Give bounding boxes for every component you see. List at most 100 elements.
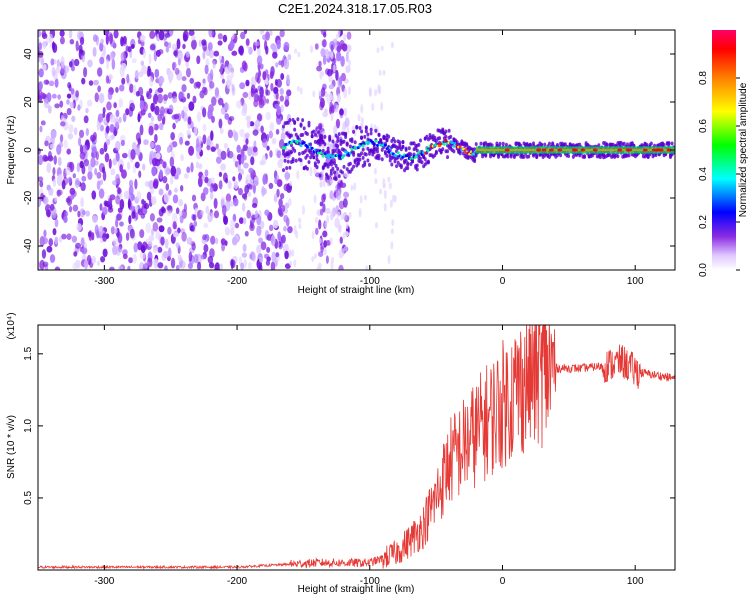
spectrogram-cell bbox=[239, 82, 246, 90]
spectrogram-cell bbox=[120, 62, 127, 71]
spectrogram-cell bbox=[345, 142, 349, 147]
spectrogram-cell bbox=[92, 215, 98, 224]
spectrogram-cell bbox=[130, 44, 135, 50]
spectrogram-cell bbox=[242, 243, 247, 253]
spectrogram-cell bbox=[383, 203, 387, 212]
spectrogram-cell bbox=[243, 192, 248, 201]
spectrogram-cell bbox=[127, 198, 131, 209]
spectrogram-cell bbox=[592, 148, 598, 152]
spectrogram-cell bbox=[195, 137, 200, 148]
spectrogram-cell bbox=[46, 92, 52, 103]
spectrogram-cell bbox=[313, 194, 317, 204]
spectrogram-cell bbox=[654, 148, 660, 152]
spectrogram-cell bbox=[345, 223, 349, 229]
x-tick-label: -100 bbox=[360, 276, 380, 287]
spectrogram-cell bbox=[316, 65, 323, 72]
spectrogram-cell bbox=[305, 145, 309, 149]
spectrogram-cell bbox=[178, 258, 184, 270]
spectrogram-cell bbox=[337, 174, 341, 179]
spectrogram-cell bbox=[446, 149, 450, 154]
spectrogram-cell bbox=[332, 170, 336, 175]
spectrogram-cell bbox=[202, 134, 207, 145]
spectrogram-cell bbox=[256, 244, 262, 255]
spectrogram-cell bbox=[328, 134, 332, 139]
spectrogram-cell bbox=[297, 151, 301, 156]
spectrogram-cell bbox=[115, 86, 119, 93]
spectrogram-cell bbox=[232, 154, 237, 164]
spectrogram-cell bbox=[155, 230, 161, 240]
spectrogram-cell bbox=[93, 79, 99, 86]
spectrogram-cell bbox=[109, 33, 113, 45]
spectrogram-cell bbox=[188, 30, 195, 37]
spectrogram-cell bbox=[157, 48, 164, 55]
spectrogram-cell bbox=[171, 92, 177, 99]
spectrogram-cell bbox=[245, 138, 249, 145]
spectrogram-cell bbox=[173, 187, 178, 193]
spectrogram-cell bbox=[133, 242, 138, 253]
spectrogram-cell bbox=[580, 148, 586, 152]
spectrogram-cell bbox=[296, 170, 300, 180]
spectrogram-cell bbox=[286, 89, 292, 97]
spectrogram-cell bbox=[83, 115, 89, 124]
spectrogram-cell bbox=[69, 101, 75, 109]
spectrogram-cell bbox=[187, 262, 193, 270]
spectrogram-cell bbox=[293, 259, 297, 268]
spectrogram-cell bbox=[154, 105, 160, 116]
spectrogram-cell bbox=[260, 125, 264, 134]
spectrogram-cell bbox=[81, 247, 88, 255]
spectrogram-cell bbox=[616, 154, 620, 159]
spectrogram-cell bbox=[39, 180, 44, 188]
spectrogram-cell bbox=[190, 162, 194, 173]
spectrogram-cell bbox=[126, 73, 130, 84]
spectrogram-cell bbox=[204, 169, 209, 177]
spectrogram-cell bbox=[404, 158, 408, 163]
spectrogram-cell bbox=[54, 103, 60, 109]
spectrogram-cell bbox=[192, 95, 197, 104]
spectrogram-cell bbox=[220, 163, 226, 171]
spectrogram-cell bbox=[274, 177, 278, 185]
spectrogram-cell bbox=[150, 115, 155, 122]
spectrogram-cell bbox=[226, 74, 233, 82]
spectrogram-cell bbox=[194, 207, 198, 217]
spectrogram-cell bbox=[218, 171, 223, 177]
spectrogram-cell bbox=[154, 133, 158, 143]
spectrogram-cell bbox=[269, 150, 273, 158]
spectrogram-cell bbox=[270, 82, 274, 92]
spectrogram-cell bbox=[151, 196, 157, 206]
spectrogram-cell bbox=[283, 226, 287, 232]
spectrogram-cell bbox=[59, 134, 64, 143]
spectrogram-cell bbox=[338, 75, 343, 86]
spectrogram-cell bbox=[204, 176, 209, 184]
spectrogram-cell bbox=[240, 31, 246, 40]
spectrogram-cell bbox=[42, 40, 47, 50]
spectrogram-cell bbox=[114, 117, 119, 129]
spectrogram-cell bbox=[158, 30, 165, 41]
spectrogram-cell bbox=[280, 104, 284, 113]
spectrogram-cell bbox=[137, 137, 142, 145]
x-tick-label: -300 bbox=[94, 576, 114, 587]
spectrogram-cell bbox=[284, 170, 290, 182]
spectrogram-cell bbox=[329, 237, 333, 245]
spectrogram-cell bbox=[380, 101, 384, 111]
spectrogram-cell bbox=[123, 190, 130, 200]
spectrogram-cell bbox=[172, 221, 177, 230]
spectrogram-cell bbox=[195, 81, 201, 88]
spectrogram-cell bbox=[66, 99, 70, 105]
spectrogram-cell bbox=[262, 34, 268, 41]
spectrogram-cell bbox=[463, 150, 467, 154]
spectrogram-cell bbox=[96, 260, 100, 267]
spectrogram-cell bbox=[39, 125, 43, 133]
x-tick-label: 0 bbox=[500, 576, 506, 587]
spectrogram-cell bbox=[200, 192, 206, 202]
spectrogram-cell bbox=[385, 153, 389, 158]
spectrogram-cell bbox=[543, 142, 547, 147]
spectrogram-cell bbox=[109, 113, 116, 123]
spectrogram-cell bbox=[66, 148, 71, 155]
spectrogram-cell bbox=[341, 43, 348, 52]
spectrogram-cell bbox=[81, 77, 86, 85]
spectrogram-cell bbox=[441, 147, 445, 152]
spectrogram-cell bbox=[279, 95, 285, 102]
spectrogram-cell bbox=[177, 58, 181, 66]
spectrogram-cell bbox=[181, 231, 187, 242]
spectrogram-cell bbox=[228, 181, 232, 189]
